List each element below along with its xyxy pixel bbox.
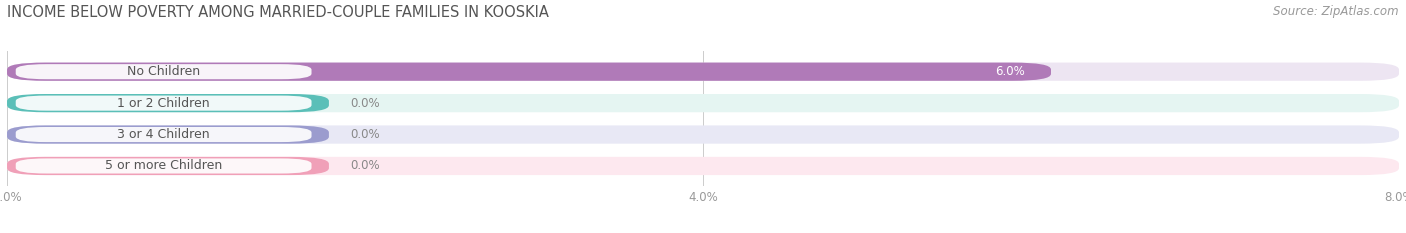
Text: 6.0%: 6.0% <box>995 65 1025 78</box>
FancyBboxPatch shape <box>7 157 1399 175</box>
Text: Source: ZipAtlas.com: Source: ZipAtlas.com <box>1274 5 1399 18</box>
FancyBboxPatch shape <box>7 63 1399 81</box>
FancyBboxPatch shape <box>7 94 1399 112</box>
FancyBboxPatch shape <box>7 125 1399 144</box>
FancyBboxPatch shape <box>15 127 312 142</box>
FancyBboxPatch shape <box>15 64 312 79</box>
Text: 5 or more Children: 5 or more Children <box>105 159 222 172</box>
FancyBboxPatch shape <box>15 158 312 174</box>
Text: INCOME BELOW POVERTY AMONG MARRIED-COUPLE FAMILIES IN KOOSKIA: INCOME BELOW POVERTY AMONG MARRIED-COUPL… <box>7 5 548 20</box>
Text: 0.0%: 0.0% <box>350 97 380 110</box>
FancyBboxPatch shape <box>15 96 312 111</box>
Text: 0.0%: 0.0% <box>350 128 380 141</box>
FancyBboxPatch shape <box>7 63 1050 81</box>
FancyBboxPatch shape <box>7 94 329 112</box>
FancyBboxPatch shape <box>7 157 329 175</box>
Text: 3 or 4 Children: 3 or 4 Children <box>117 128 209 141</box>
Text: No Children: No Children <box>127 65 200 78</box>
Text: 1 or 2 Children: 1 or 2 Children <box>117 97 209 110</box>
FancyBboxPatch shape <box>7 125 329 144</box>
Text: 0.0%: 0.0% <box>350 159 380 172</box>
